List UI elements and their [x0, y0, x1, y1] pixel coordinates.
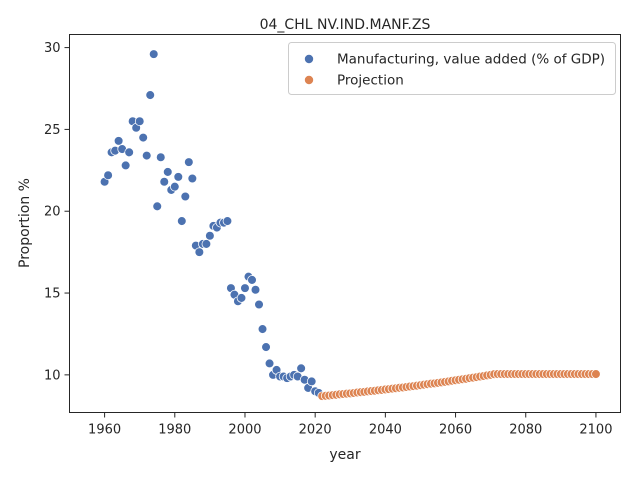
x-axis-label: year — [329, 447, 360, 463]
legend-marker-projection — [303, 75, 314, 86]
legend-marker-manufacturing — [303, 54, 314, 65]
data-point-manufacturing — [173, 172, 184, 182]
data-point-manufacturing — [180, 191, 191, 202]
data-point-manufacturing — [306, 376, 317, 387]
x-tick-label: 2100 — [579, 423, 612, 438]
data-point-manufacturing — [261, 342, 271, 352]
chart-title: 04_CHL NV.IND.MANF.ZS — [260, 17, 431, 33]
data-point-manufacturing — [184, 157, 194, 167]
data-point-manufacturing — [177, 216, 187, 226]
data-point-manufacturing — [201, 239, 212, 249]
data-point-projection — [591, 369, 601, 379]
data-point-manufacturing — [257, 324, 268, 334]
legend-frame — [288, 42, 616, 95]
data-point-manufacturing — [194, 247, 205, 257]
axis-ticks: 1960 1980 2000 2020 2040 2060 2080 2100 10 15 20 25… — [44, 41, 613, 437]
x-tick-label: 2060 — [439, 423, 472, 438]
x-tick-label: 1960 — [88, 423, 121, 438]
data-point-manufacturing — [155, 152, 166, 163]
data-point-manufacturing — [247, 275, 257, 285]
data-point-manufacturing — [205, 230, 215, 241]
x-tick-label: 1980 — [158, 423, 191, 438]
data-point-manufacturing — [240, 283, 250, 293]
data-point-manufacturing — [236, 293, 247, 303]
y-tick-label: 20 — [44, 205, 61, 220]
data-point-manufacturing — [134, 116, 145, 127]
x-tick-label: 2000 — [228, 423, 261, 438]
data-point-manufacturing — [141, 150, 152, 161]
data-point-manufacturing — [152, 201, 163, 212]
data-point-manufacturing — [250, 284, 261, 295]
data-points — [99, 49, 601, 401]
data-point-manufacturing — [138, 132, 148, 143]
data-point-manufacturing — [124, 147, 134, 158]
data-point-manufacturing — [296, 363, 306, 374]
legend: Manufacturing, value added (% of GDP) Pr… — [288, 42, 616, 95]
y-tick-label: 15 — [44, 287, 61, 302]
x-tick-label: 2080 — [509, 423, 542, 438]
y-tick-label: 10 — [44, 368, 61, 383]
x-tick-label: 2040 — [369, 423, 402, 438]
data-point-manufacturing — [103, 170, 113, 181]
data-point-manufacturing — [254, 299, 264, 310]
data-point-manufacturing — [222, 216, 233, 226]
data-point-manufacturing — [145, 90, 155, 100]
y-tick-label: 25 — [44, 123, 61, 138]
data-point-manufacturing — [170, 181, 180, 192]
data-point-manufacturing — [187, 173, 198, 184]
data-point-manufacturing — [264, 358, 275, 369]
data-point-manufacturing — [120, 160, 131, 171]
plot-frame — [69, 34, 621, 413]
data-point-manufacturing — [148, 49, 159, 59]
x-tick-label: 2020 — [299, 423, 332, 438]
legend-label-projection: Projection — [337, 73, 404, 89]
data-point-manufacturing — [162, 167, 173, 177]
legend-label-manufacturing: Manufacturing, value added (% of GDP) — [337, 52, 605, 68]
data-point-manufacturing — [159, 176, 170, 187]
y-axis-label: Proportion % — [17, 178, 33, 268]
data-point-manufacturing — [113, 136, 124, 146]
y-tick-label: 30 — [44, 41, 61, 56]
